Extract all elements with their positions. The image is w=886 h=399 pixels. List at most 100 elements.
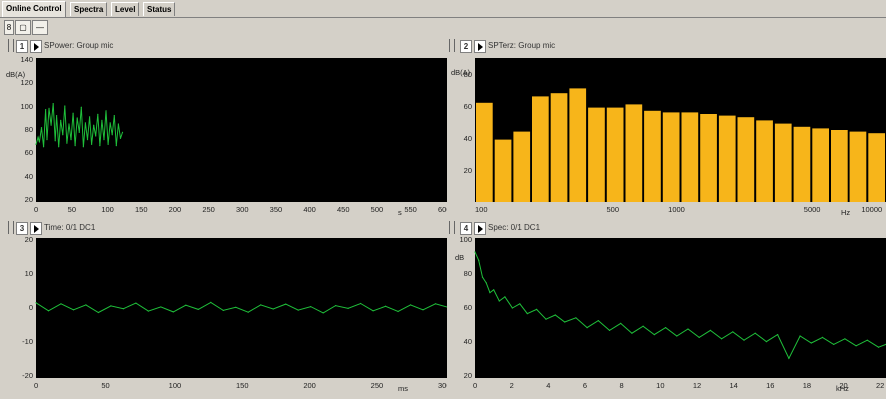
plot-area[interactable] <box>35 238 449 378</box>
data-point <box>111 134 113 136</box>
plot-area[interactable] <box>35 58 448 202</box>
data-point <box>37 136 39 138</box>
data-point <box>76 117 78 119</box>
bar <box>532 96 549 202</box>
drag-handle[interactable] <box>8 39 14 52</box>
panel-number: 2 <box>460 40 472 53</box>
data-point <box>698 336 700 338</box>
data-point <box>82 146 84 148</box>
data-point <box>485 282 487 284</box>
panel-spec: 4 Spec: 0/1 DC1 dB 100 80 60 40 20 0 2 4 6 8 10 12 1… <box>447 220 886 399</box>
panel-title: Spec: 0/1 DC1 <box>488 223 541 232</box>
x-tick-label: 350 <box>269 205 283 214</box>
series-line <box>35 103 123 147</box>
data-point <box>687 328 689 330</box>
toolbar: 8 ▢ — <box>0 18 886 36</box>
x-tick-label: 300 <box>236 205 249 214</box>
data-point <box>147 310 149 312</box>
drag-handle[interactable] <box>449 39 455 52</box>
data-point <box>493 289 495 291</box>
bar <box>681 112 699 202</box>
data-point <box>135 302 137 304</box>
panel-number: 3 <box>16 222 28 235</box>
y-unit: dB(A) <box>451 68 471 77</box>
data-point <box>564 321 566 323</box>
x-tick-label: 450 <box>337 205 350 214</box>
y-tick-label: 40 <box>463 134 472 143</box>
data-point <box>372 310 374 312</box>
data-point <box>80 106 82 108</box>
y-tick-label: 40 <box>463 337 472 346</box>
y-tick-label: 20 <box>24 195 33 204</box>
data-point <box>85 304 87 306</box>
data-point <box>121 131 124 133</box>
data-point <box>833 343 835 345</box>
data-point <box>384 305 387 307</box>
series-line <box>35 301 449 314</box>
data-point <box>821 336 824 338</box>
window-button[interactable]: ▢ <box>15 20 31 35</box>
x-tick-label: 300 <box>438 381 451 390</box>
data-point <box>788 357 790 359</box>
y-tick-label: 10 <box>24 269 33 278</box>
data-point <box>45 109 47 111</box>
x-tick-label: 100 <box>168 381 182 390</box>
data-point <box>97 311 100 314</box>
data-point <box>74 145 76 147</box>
play-icon[interactable] <box>30 40 42 53</box>
data-point <box>642 325 644 327</box>
y-tick-label: 80 <box>463 70 472 79</box>
x-tick-label: 600 <box>438 205 451 214</box>
data-point <box>575 317 577 319</box>
tab-status[interactable]: Status <box>143 2 176 16</box>
tab-online-control[interactable]: Online Control <box>2 1 66 17</box>
data-point <box>322 312 324 314</box>
tab-spectra[interactable]: Spectra <box>70 2 108 16</box>
y-tick-label: 0 <box>28 303 33 312</box>
play-icon[interactable] <box>474 222 486 235</box>
data-point <box>777 334 779 336</box>
x-unit: Hz <box>841 208 851 217</box>
data-point <box>511 307 513 309</box>
data-point <box>35 143 37 145</box>
plot-svg <box>35 103 124 148</box>
data-point <box>109 122 111 124</box>
bar <box>644 110 661 202</box>
x-tick-label: 550 <box>404 205 417 214</box>
play-icon[interactable] <box>474 40 486 53</box>
x-tick-label: 250 <box>370 381 384 390</box>
data-point <box>310 306 312 308</box>
bar <box>756 120 773 202</box>
data-point <box>47 310 50 312</box>
x-tick-label: 100 <box>475 205 488 214</box>
bar <box>662 112 680 202</box>
data-point <box>117 123 119 125</box>
drag-handle[interactable] <box>449 221 455 234</box>
data-point <box>70 139 72 141</box>
layout-button[interactable]: 8 <box>4 20 14 35</box>
x-tick-label: 0 <box>34 205 39 214</box>
y-tick-label: 20 <box>24 235 33 244</box>
panel-header: 3 Time: 0/1 DC1 <box>6 220 452 235</box>
minimize-button[interactable]: — <box>32 20 48 35</box>
plot-area[interactable] <box>475 58 886 202</box>
play-icon[interactable] <box>30 222 42 235</box>
data-point <box>397 310 399 313</box>
data-point <box>597 320 599 322</box>
data-point <box>160 306 162 308</box>
data-point <box>297 309 299 311</box>
x-tick-label: 18 <box>802 381 812 390</box>
data-point <box>103 139 105 141</box>
x-tick-label: 16 <box>766 381 775 390</box>
data-point <box>810 342 812 344</box>
drag-handle[interactable] <box>8 221 14 234</box>
x-tick-label: 50 <box>101 381 110 390</box>
tab-level[interactable]: Level <box>111 2 140 16</box>
y-tick-label: 80 <box>463 269 472 278</box>
series-line <box>474 251 886 360</box>
data-point <box>105 110 107 112</box>
data-point <box>107 143 109 145</box>
plot-area[interactable] <box>474 238 886 378</box>
bar <box>718 115 736 202</box>
y-tick-label: 20 <box>463 166 472 175</box>
